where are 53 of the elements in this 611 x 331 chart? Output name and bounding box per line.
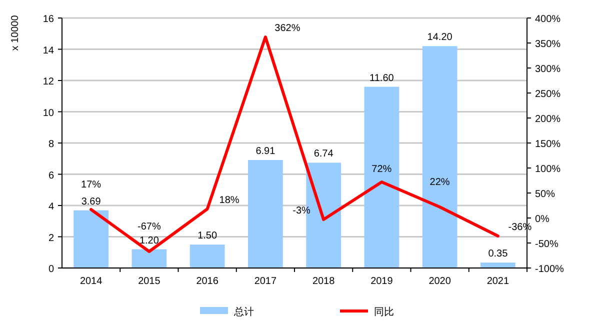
data-label: 11.60 [370, 72, 394, 84]
data-label: 6.74 [314, 148, 334, 160]
x-tick-label: 2014 [80, 276, 103, 287]
x-tick-label: 2015 [138, 276, 161, 287]
bar [364, 86, 400, 268]
bar [248, 160, 283, 268]
bar [422, 46, 458, 268]
x-tick-label: 2021 [486, 276, 510, 287]
y-axis-title: x 10000 [10, 14, 21, 51]
data-label: 362% [274, 23, 300, 34]
x-tick-label: 2018 [312, 276, 336, 287]
data-label: 0.35 [488, 248, 508, 260]
data-label: 22% [430, 177, 450, 188]
y2-tick-label: 200% [535, 114, 561, 125]
y-tick-label: 12 [42, 76, 54, 88]
x-tick-label: 2019 [370, 276, 394, 287]
data-label: -3% [292, 206, 311, 216]
y2-tick-label: -50% [535, 239, 558, 250]
data-label: -67% [138, 222, 161, 232]
y-tick-label: 14 [42, 45, 54, 56]
data-label: 1.20 [139, 235, 160, 246]
legend-label: 同比 [374, 306, 394, 318]
y-tick-label: 4 [48, 202, 54, 212]
y-tick-label: 10 [42, 108, 54, 119]
x-tick-label: 2020 [428, 276, 452, 287]
x-tick-label: 2016 [196, 276, 219, 287]
data-label: 14.20 [427, 32, 453, 44]
data-label: 1.50 [198, 230, 218, 242]
x-tick-label: 2017 [254, 276, 277, 287]
y-tick-label: 0 [48, 264, 54, 275]
y2-tick-label: 250% [535, 89, 561, 100]
y-tick-label: 16 [42, 14, 54, 25]
data-label: 18% [219, 195, 240, 206]
y2-tick-label: 0% [535, 214, 550, 225]
data-label: 6.91 [256, 146, 276, 158]
y-tick-label: 6 [48, 170, 54, 182]
data-label: 17% [81, 180, 102, 190]
bar [132, 249, 167, 268]
bar [74, 210, 108, 268]
y2-tick-label: 300% [535, 64, 561, 75]
y-tick-label: 2 [48, 232, 54, 244]
y-tick-label: 8 [48, 139, 54, 150]
data-label: 72% [372, 164, 392, 175]
y2-tick-label: 100% [535, 164, 561, 175]
y2-tick-label: 150% [535, 139, 561, 150]
y2-tick-label: 400% [535, 14, 561, 25]
legend-label: 总计 [233, 306, 254, 318]
bar [190, 244, 225, 268]
bar [480, 262, 516, 268]
data-label: 3.69 [81, 196, 102, 208]
y2-tick-label: -100% [535, 264, 564, 275]
y2-tick-label: 350% [535, 39, 561, 50]
y2-tick-label: 50% [535, 189, 556, 200]
